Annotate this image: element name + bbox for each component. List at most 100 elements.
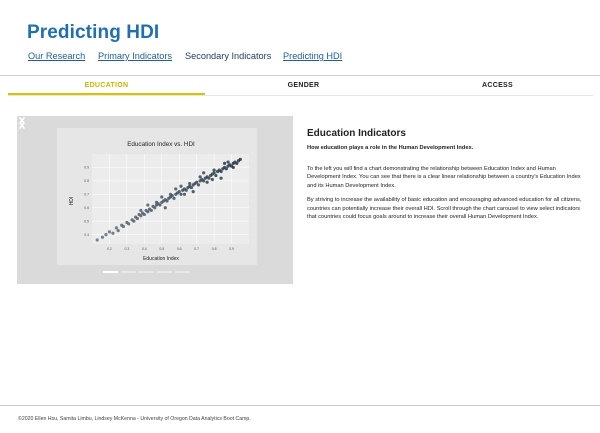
tab-gender[interactable]: GENDER (287, 82, 320, 89)
section-paragraph-2: By striving to increase the availability… (307, 197, 582, 221)
scatter-point (146, 210, 150, 214)
scatter-point (121, 224, 125, 229)
scatter-point (172, 196, 176, 200)
chart-title: Education Index vs. HDI (127, 141, 195, 148)
scatter-point (160, 195, 164, 199)
tabs-bottom-divider (8, 95, 593, 96)
chart-y-axis-label: HDI (69, 197, 75, 206)
carousel-indicator[interactable] (103, 271, 118, 273)
scatter-point (238, 157, 242, 161)
scatter-point (146, 203, 150, 207)
scatter-point (135, 216, 139, 221)
scatter-point (158, 203, 162, 207)
scatter-point (182, 192, 187, 196)
scatter-point (195, 180, 199, 184)
scatter-point (163, 206, 167, 210)
nav-link-predicting-hdi[interactable]: Predicting HDI (283, 51, 343, 61)
carousel-indicator[interactable] (157, 271, 172, 273)
tabs-top-divider (0, 75, 600, 76)
scatter-point (179, 192, 183, 196)
x-tick-label: 0.8 (212, 247, 217, 251)
y-tick-label: 0.8 (84, 179, 89, 183)
scatter-point (214, 173, 218, 178)
x-tick-label: 0.5 (159, 247, 164, 251)
carousel-prev-chevron-icon[interactable] (17, 116, 27, 130)
scatter-point (114, 226, 119, 230)
scatter-point (188, 181, 192, 186)
scatter-point (149, 208, 153, 213)
chart-x-ticks: 0.2 0.3 0.4 0.5 0.6 0.7 0.8 0.9 (107, 247, 234, 251)
nav-link-secondary-indicators[interactable]: Secondary Indicators (185, 51, 272, 61)
scatter-point (174, 187, 178, 191)
x-tick-label: 0.3 (125, 247, 130, 251)
y-tick-label: 0.6 (84, 206, 89, 210)
scatter-point (177, 190, 181, 194)
y-tick-label: 0.4 (84, 233, 89, 237)
section-subheading: How education plays a role in the Human … (307, 145, 474, 151)
scatter-point (189, 185, 194, 190)
scatter-point (231, 165, 235, 170)
page-title: Predicting HDI (27, 22, 160, 43)
scatter-point (202, 179, 206, 183)
scatter-chart: Education Index vs. HDI Education Index … (57, 128, 257, 265)
scatter-point (219, 169, 223, 174)
scatter-point (184, 188, 188, 192)
x-tick-label: 0.2 (107, 247, 112, 251)
scatter-point (210, 177, 214, 182)
chart-points (95, 157, 242, 242)
scatter-point (198, 175, 202, 179)
carousel-indicator[interactable] (139, 271, 154, 273)
nav-link-primary-indicators[interactable]: Primary Indicators (98, 51, 173, 61)
chart-x-axis-label: Education Index (143, 256, 179, 262)
scatter-point (142, 212, 146, 217)
y-tick-label: 0.7 (84, 192, 89, 196)
scatter-point (179, 184, 183, 188)
scatter-point (111, 231, 115, 235)
scatter-point (196, 183, 201, 187)
x-tick-label: 0.9 (229, 247, 234, 251)
scatter-point (153, 206, 157, 210)
scatter-point (165, 199, 169, 203)
chart-y-ticks: 0.4 0.5 0.6 0.7 0.8 0.9 (84, 166, 89, 237)
carousel-indicator[interactable] (121, 271, 136, 273)
scatter-point (95, 238, 99, 242)
tab-access[interactable]: ACCESS (482, 82, 513, 89)
scatter-point (222, 161, 227, 166)
scatter-point (207, 176, 211, 180)
y-tick-label: 0.5 (84, 219, 89, 223)
chart-carousel: Education Index vs. HDI Education Index … (17, 116, 293, 284)
x-tick-label: 0.7 (194, 247, 199, 251)
scatter-point (224, 167, 228, 171)
tab-bar: EDUCATION GENDER ACCESS (8, 76, 593, 96)
carousel-indicator[interactable] (175, 271, 190, 273)
scatter-point (212, 168, 216, 172)
carousel-next-chevron-icon[interactable] (17, 116, 27, 130)
scatter-point (127, 222, 131, 226)
scatter-point (100, 235, 105, 239)
scatter-point (154, 200, 159, 204)
scatter-point (139, 208, 143, 213)
scatter-point (107, 230, 112, 234)
scatter-point (168, 192, 173, 196)
section-heading: Education Indicators (307, 128, 406, 139)
x-tick-label: 0.6 (177, 247, 182, 251)
x-tick-label: 0.4 (142, 247, 147, 251)
scatter-point (202, 171, 206, 175)
footer-divider (0, 405, 600, 406)
scatter-point (191, 190, 195, 194)
scatter-point (235, 161, 239, 166)
scatter-point (205, 180, 209, 184)
tab-education[interactable]: EDUCATION (8, 76, 205, 95)
nav-link-our-research[interactable]: Our Research (28, 51, 86, 61)
scatter-point (226, 160, 230, 164)
scatter-point (132, 219, 136, 223)
footer-text: ©2020 Ellen Hsu, Samita Limbu, Lindsey M… (18, 416, 251, 422)
scatter-point (139, 214, 143, 218)
scatter-point (104, 232, 108, 237)
carousel-indicators (103, 271, 190, 273)
scatter-point (212, 171, 216, 175)
education-content: Education Indicators How education plays… (307, 128, 587, 227)
y-tick-label: 0.9 (84, 166, 89, 170)
section-paragraph-1: To the left you will find a chart demons… (307, 166, 581, 189)
scatter-point (116, 228, 120, 233)
